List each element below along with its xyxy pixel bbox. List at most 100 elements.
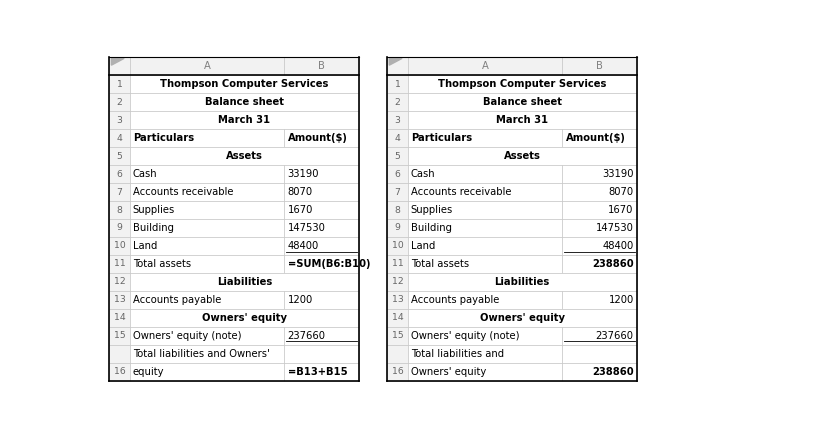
Bar (130, 129, 284, 147)
Text: Owners' equity (note): Owners' equity (note) (133, 331, 241, 341)
Text: Amount($): Amount($) (288, 133, 347, 143)
Bar (284, 165, 359, 183)
Text: 2: 2 (117, 98, 122, 107)
Text: Total liabilities and: Total liabilities and (411, 349, 504, 359)
Text: Liabilities: Liabilities (495, 277, 550, 287)
Bar (109, 345, 130, 363)
Bar (284, 237, 359, 255)
Bar (130, 201, 284, 219)
Bar (408, 75, 637, 93)
Bar (387, 345, 408, 363)
Bar (408, 129, 562, 147)
Bar (130, 165, 284, 183)
Text: Accounts payable: Accounts payable (411, 295, 499, 305)
Bar (130, 237, 284, 255)
Text: 238860: 238860 (592, 259, 634, 269)
Text: Liabilities: Liabilities (217, 277, 272, 287)
Bar (408, 255, 562, 273)
Bar (408, 273, 637, 291)
Bar (109, 165, 130, 183)
Bar (387, 111, 408, 129)
Text: B: B (318, 61, 325, 72)
Bar (408, 147, 637, 165)
Bar (387, 58, 408, 75)
Text: Thompson Computer Services: Thompson Computer Services (438, 79, 606, 89)
Bar (387, 273, 408, 291)
Bar (387, 165, 408, 183)
Text: Assets: Assets (226, 151, 262, 161)
Text: 10: 10 (391, 242, 403, 250)
Bar (109, 58, 130, 75)
Bar (284, 327, 359, 345)
Text: 48400: 48400 (602, 241, 634, 251)
Bar (130, 219, 284, 237)
Text: Accounts receivable: Accounts receivable (133, 187, 233, 197)
Text: 10: 10 (113, 242, 126, 250)
Text: equity: equity (133, 367, 165, 377)
Text: Amount($): Amount($) (566, 133, 625, 143)
Text: 1670: 1670 (608, 205, 634, 215)
Text: 237660: 237660 (288, 331, 325, 341)
Bar (109, 129, 130, 147)
Text: 5: 5 (394, 152, 400, 160)
Bar (284, 291, 359, 309)
Text: 13: 13 (113, 295, 126, 304)
Text: 14: 14 (113, 313, 126, 322)
Text: 15: 15 (392, 331, 403, 340)
Text: 48400: 48400 (288, 241, 319, 251)
Bar (387, 183, 408, 201)
Text: Cash: Cash (411, 169, 435, 179)
Text: 7: 7 (394, 187, 400, 197)
Bar (408, 93, 637, 111)
Bar (408, 58, 562, 75)
Text: 9: 9 (117, 224, 122, 232)
Bar (408, 201, 562, 219)
Text: Cash: Cash (133, 169, 157, 179)
Text: Land: Land (133, 241, 157, 251)
Bar (284, 363, 359, 381)
Text: 13: 13 (391, 295, 403, 304)
Bar (387, 93, 408, 111)
Bar (130, 93, 359, 111)
Bar (130, 58, 284, 75)
Text: 1200: 1200 (609, 295, 634, 305)
Bar (109, 273, 130, 291)
Bar (387, 363, 408, 381)
Text: Accounts payable: Accounts payable (133, 295, 221, 305)
Text: 8070: 8070 (288, 187, 313, 197)
Bar (109, 291, 130, 309)
Bar (284, 219, 359, 237)
Bar (387, 219, 408, 237)
Text: Owners' equity: Owners' equity (202, 313, 287, 323)
Bar (562, 219, 637, 237)
Text: 5: 5 (117, 152, 122, 160)
Text: 237660: 237660 (596, 331, 634, 341)
Text: 4: 4 (394, 134, 400, 143)
Text: 6: 6 (394, 170, 400, 179)
Bar (562, 363, 637, 381)
Bar (562, 345, 637, 363)
Text: Balance sheet: Balance sheet (205, 97, 284, 107)
Text: Owners' equity: Owners' equity (411, 367, 486, 377)
Bar (408, 237, 562, 255)
Bar (387, 309, 408, 327)
Bar (130, 183, 284, 201)
Text: A: A (482, 61, 488, 72)
Bar (130, 111, 359, 129)
Bar (562, 327, 637, 345)
Text: =SUM(B6:B10): =SUM(B6:B10) (288, 259, 370, 269)
Text: 6: 6 (117, 170, 122, 179)
Bar (408, 219, 562, 237)
Polygon shape (112, 58, 124, 65)
Bar (562, 237, 637, 255)
Text: =B13+B15: =B13+B15 (288, 367, 347, 377)
Bar (109, 75, 130, 93)
Text: Thompson Computer Services: Thompson Computer Services (160, 79, 328, 89)
Text: 14: 14 (391, 313, 403, 322)
Text: 15: 15 (114, 331, 126, 340)
Text: 33190: 33190 (602, 169, 634, 179)
Text: Total assets: Total assets (133, 259, 191, 269)
Text: Land: Land (411, 241, 435, 251)
Text: B: B (596, 61, 603, 72)
Text: Particulars: Particulars (411, 133, 472, 143)
